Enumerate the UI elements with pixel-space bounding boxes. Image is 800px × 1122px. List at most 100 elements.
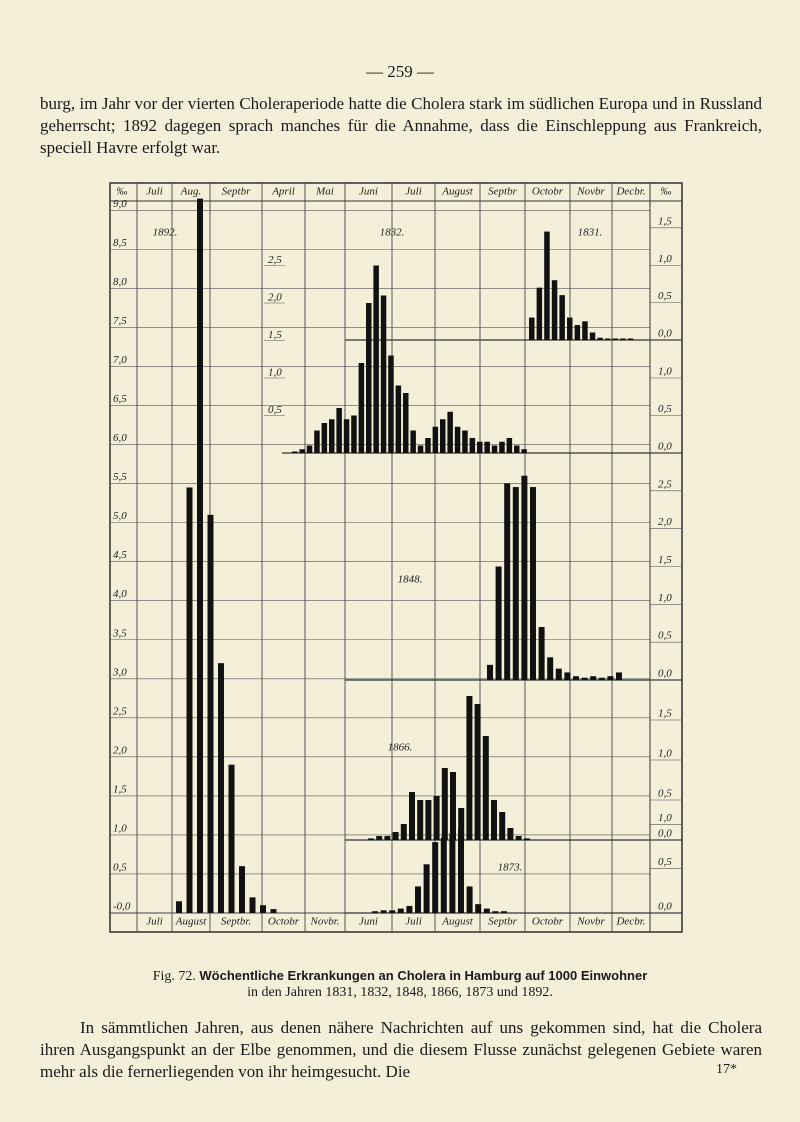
top-category: Novbr [576, 186, 605, 198]
bar [186, 487, 193, 913]
y2-tick-label: 1,5 [658, 708, 672, 720]
top-category: Octobr [532, 186, 564, 198]
bar [544, 231, 550, 340]
bottom-category: Juli [405, 916, 422, 928]
top-category: Septbr [222, 186, 251, 198]
bar [573, 676, 579, 680]
bar [462, 430, 468, 453]
caption: Fig. 72. Wöchentliche Erkrankungen an Ch… [0, 968, 800, 1001]
bar [432, 842, 439, 913]
corner-label: ‰ [117, 186, 128, 198]
figure-subtitle: in den Jahren 1831, 1832, 1848, 1866, 18… [247, 985, 553, 1000]
bar [458, 828, 464, 913]
bar [597, 337, 603, 340]
bar [475, 904, 482, 913]
bar [469, 438, 476, 453]
bar [270, 909, 277, 913]
bar [299, 449, 305, 453]
bar [368, 838, 374, 840]
bottom-category: Novbr [576, 916, 605, 928]
bar [523, 838, 530, 840]
paragraph: burg, im Jahr vor der vierten Choleraper… [40, 94, 762, 157]
y2-tick-label: 0,0 [658, 901, 672, 913]
bar [395, 385, 402, 453]
bar [487, 664, 493, 680]
bar [176, 901, 182, 913]
bottom-category: August [441, 916, 474, 928]
bar [499, 441, 505, 453]
bar [373, 265, 379, 453]
bar [389, 910, 396, 913]
y-tick-label: 5,0 [113, 510, 127, 522]
bar [458, 808, 465, 840]
year-label: 1831. [578, 227, 603, 239]
y2-tick-label: 1,0 [658, 812, 672, 824]
bar [440, 419, 446, 453]
top-category: Juli [405, 186, 422, 198]
bar [388, 355, 394, 453]
bar [474, 704, 481, 840]
y-tick-label: 7,5 [113, 315, 127, 327]
bar [499, 812, 506, 840]
inner-tick-label: 2,5 [268, 254, 282, 266]
bottom-category: Septbr. [221, 916, 251, 928]
bar [612, 338, 619, 340]
bar [260, 905, 266, 913]
y-tick-label: 8,5 [113, 237, 127, 249]
bar [454, 426, 461, 453]
bar [564, 672, 571, 680]
bar [239, 866, 245, 913]
bottom-category: Septbr [488, 916, 517, 928]
bar [415, 886, 421, 913]
y-tick-label: 4,0 [113, 588, 127, 600]
y-tick-label: 1,5 [113, 783, 127, 795]
bar [466, 696, 473, 840]
bar [358, 363, 365, 453]
y2-tick-label: 0,5 [658, 403, 672, 415]
bottom-category: Juli [146, 916, 163, 928]
y-tick-label: 3,0 [112, 666, 127, 678]
bar [559, 295, 565, 340]
bar [425, 438, 431, 453]
bar [384, 836, 391, 840]
bar [495, 566, 502, 680]
bar [574, 325, 581, 340]
y2-tick-label: 0,5 [658, 856, 672, 868]
y2-tick-label: 1,0 [658, 592, 672, 604]
year-label: 1873. [498, 862, 523, 874]
inner-tick-label: 1,0 [268, 367, 282, 379]
inner-tick-label: 2,0 [268, 292, 282, 304]
bar [483, 908, 490, 913]
y-tick-label: 5,5 [113, 471, 127, 483]
bar [466, 886, 473, 913]
year-label: 1866. [388, 742, 413, 754]
bar [372, 911, 378, 913]
bar [403, 393, 409, 453]
bar [491, 445, 498, 453]
bar [607, 676, 614, 680]
y-tick-label: 3,5 [112, 627, 127, 639]
bar [197, 198, 203, 913]
corner-label: ‰ [661, 186, 672, 198]
bar [538, 627, 545, 680]
inner-tick-label: 1,5 [268, 329, 282, 341]
bar [380, 295, 387, 453]
bar [512, 487, 519, 680]
bar [450, 772, 456, 840]
figure-label: Fig. 72. [152, 969, 196, 984]
bar [504, 483, 511, 680]
bar [432, 426, 439, 453]
y-tick-label: 4,5 [113, 549, 127, 561]
bottom-category: Octobr [532, 916, 564, 928]
bottom-category: Novbr. [309, 916, 339, 928]
bar [329, 419, 335, 453]
bottom-category: August [175, 916, 208, 928]
bar [620, 338, 626, 340]
bottom-category: Octobr [268, 916, 300, 928]
bar [492, 911, 499, 913]
bar [484, 441, 490, 453]
bar [551, 280, 558, 340]
bar [581, 677, 588, 680]
y2-tick-label: 0,5 [658, 630, 672, 642]
bar [616, 672, 622, 680]
